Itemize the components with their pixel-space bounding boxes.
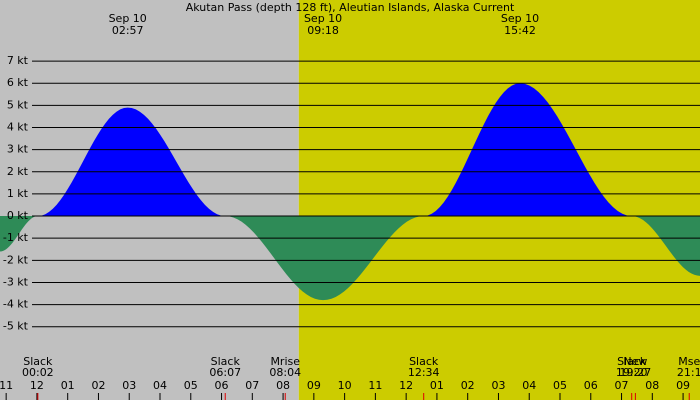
- event-time: 06:07: [209, 366, 241, 379]
- x-tick-label: 01: [430, 379, 444, 392]
- x-tick-label: 04: [522, 379, 536, 392]
- event-name: Slack: [211, 355, 241, 368]
- x-tick-label: 02: [91, 379, 105, 392]
- y-tick-label: 0 kt: [7, 209, 29, 222]
- event-time: 19:20: [616, 366, 648, 379]
- y-tick-label: 7 kt: [7, 54, 29, 67]
- x-tick-label: 08: [645, 379, 659, 392]
- x-tick-label: 04: [153, 379, 167, 392]
- chart-title: Akutan Pass (depth 128 ft), Aleutian Isl…: [186, 1, 515, 14]
- peak-time: 09:18: [307, 24, 339, 37]
- event-time: 12:34: [408, 366, 440, 379]
- x-tick-label: 03: [491, 379, 505, 392]
- y-tick-label: 6 kt: [7, 76, 29, 89]
- event-name: Slack: [409, 355, 439, 368]
- event-time: 08:04: [269, 366, 301, 379]
- event-name: Slack: [617, 355, 647, 368]
- y-tick-label: -4 kt: [3, 298, 29, 311]
- ebb-area: [0, 216, 700, 301]
- x-tick-label: 11: [368, 379, 382, 392]
- x-tick-label: 01: [61, 379, 75, 392]
- x-tick-label: 10: [338, 379, 352, 392]
- event-name: Slack: [23, 355, 53, 368]
- y-tick-label: 4 kt: [7, 121, 29, 134]
- x-tick-label: 12: [30, 379, 44, 392]
- event-time: 19:27: [620, 366, 652, 379]
- y-tick-label: 2 kt: [7, 165, 29, 178]
- x-tick-label: 03: [122, 379, 136, 392]
- event-time: 00:02: [22, 366, 54, 379]
- y-tick-label: -2 kt: [3, 253, 29, 266]
- flood-area: [37, 83, 632, 217]
- peak-date: Sep 10: [109, 12, 147, 25]
- y-tick-label: 5 kt: [7, 98, 29, 111]
- x-tick-label: 12: [399, 379, 413, 392]
- event-time: 21:1: [677, 366, 700, 379]
- x-tick-label: 09: [676, 379, 690, 392]
- x-tick-label: 08: [276, 379, 290, 392]
- event-name: New: [623, 355, 647, 368]
- peak-time: 15:42: [504, 24, 536, 37]
- peak-date: Sep 10: [304, 12, 342, 25]
- x-tick-label: 07: [245, 379, 259, 392]
- y-tick-label: 1 kt: [7, 187, 29, 200]
- x-tick-label: 09: [307, 379, 321, 392]
- y-tick-label: -1 kt: [3, 231, 29, 244]
- event-name: Mse: [678, 355, 700, 368]
- y-tick-label: -5 kt: [3, 320, 29, 333]
- x-tick-label: 02: [461, 379, 475, 392]
- peak-date: Sep 10: [501, 12, 539, 25]
- x-tick-label: 06: [584, 379, 598, 392]
- x-tick-label: 05: [184, 379, 198, 392]
- y-tick-label: 3 kt: [7, 143, 29, 156]
- event-name: Mrise: [270, 355, 300, 368]
- peak-time: 02:57: [112, 24, 144, 37]
- x-tick-label: 05: [553, 379, 567, 392]
- y-tick-label: -3 kt: [3, 275, 29, 288]
- x-tick-label: 06: [215, 379, 229, 392]
- x-tick-label: 11: [0, 379, 13, 392]
- x-tick-label: 07: [615, 379, 629, 392]
